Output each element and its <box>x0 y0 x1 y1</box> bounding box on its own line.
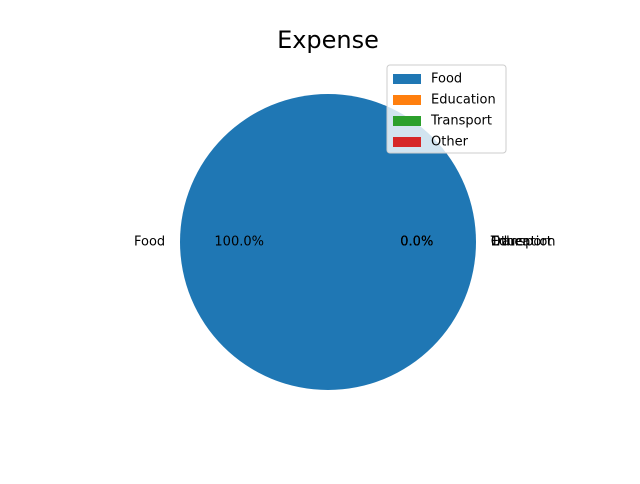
category-label-education: Education <box>491 235 556 250</box>
legend-label-transport: Transport <box>430 114 492 129</box>
legend-label-food: Food <box>431 72 462 87</box>
legend-swatch-food <box>393 74 421 84</box>
category-label-transport: Transport <box>490 235 552 250</box>
legend-box <box>386 64 507 154</box>
pie-slices <box>180 94 476 390</box>
chart-legend: Food Education Transport Other <box>386 64 507 154</box>
legend-label-other: Other <box>431 135 469 150</box>
legend-swatch-transport <box>393 116 421 126</box>
legend-label-education: Education <box>431 93 496 108</box>
pie-slice-food <box>180 94 476 390</box>
category-label-food: Food <box>134 235 165 250</box>
category-label-other: Other <box>491 235 529 250</box>
percent-label-other: 0.0% <box>400 235 433 250</box>
percent-label-education: 0.0% <box>400 235 433 250</box>
legend-swatch-other <box>393 137 421 147</box>
chart-title: Expense <box>277 26 379 54</box>
percent-label-transport: 0.0% <box>400 235 433 250</box>
percent-label-food: 100.0% <box>214 235 264 250</box>
legend-swatch-education <box>393 95 421 105</box>
